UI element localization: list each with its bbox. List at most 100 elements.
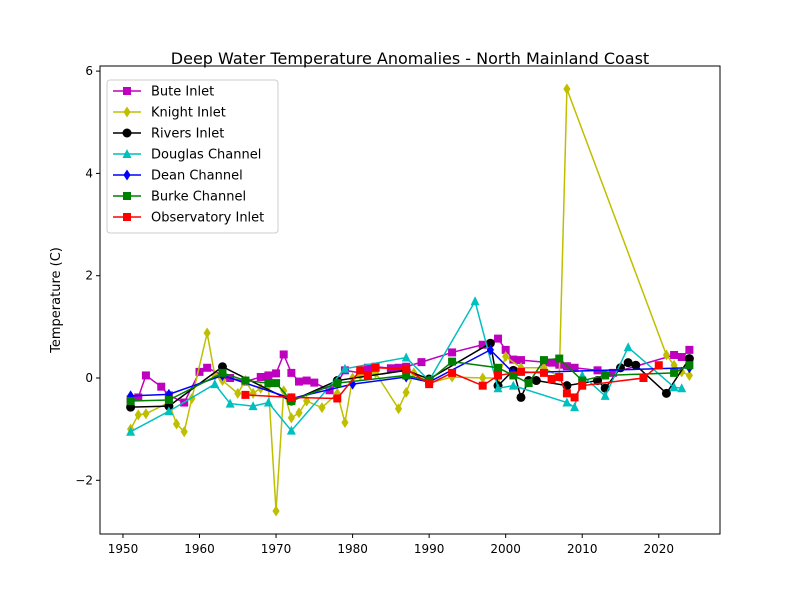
x-tick-label: 1950 <box>108 542 139 556</box>
data-point-observatory-inlet <box>287 393 296 402</box>
data-point-knight-inlet <box>563 83 571 95</box>
y-tick-label: 4 <box>85 166 93 180</box>
data-point-bute-inlet <box>685 345 694 354</box>
legend-marker <box>123 87 131 95</box>
data-point-observatory-inlet <box>516 367 525 376</box>
y-axis-ticks: −2 0 2 4 6 <box>75 64 100 487</box>
axes-frame <box>99 65 721 535</box>
data-point-knight-inlet <box>287 412 295 424</box>
data-point-knight-inlet <box>479 372 487 384</box>
data-point-burke-channel <box>126 397 135 406</box>
data-point-bute-inlet <box>264 371 273 380</box>
legend: Bute Inlet Knight Inlet Rivers Inlet Dougla… <box>106 79 279 234</box>
x-tick-label: 2000 <box>490 542 521 556</box>
data-point-douglas-channel <box>470 296 480 306</box>
series-observatory-inlet <box>241 361 663 403</box>
data-point-observatory-inlet <box>494 371 503 380</box>
data-point-burke-channel <box>402 371 411 380</box>
data-point-rivers-inlet <box>661 388 671 398</box>
data-point-burke-channel <box>333 379 342 388</box>
data-point-knight-inlet <box>203 327 211 339</box>
data-point-douglas-channel <box>210 379 220 389</box>
y-tick-label: 6 <box>85 64 93 78</box>
data-point-bute-inlet <box>302 376 311 385</box>
data-point-rivers-inlet <box>531 376 541 386</box>
x-tick-label: 1990 <box>414 542 445 556</box>
x-axis-ticks: 1950 1960 1970 1980 1990 2000 2010 2020 <box>108 534 674 556</box>
x-tick-label: 1960 <box>184 542 215 556</box>
series-line-dean-channel <box>130 348 690 400</box>
x-tick-label: 2010 <box>567 542 598 556</box>
data-point-burke-channel <box>524 379 533 388</box>
data-point-knight-inlet <box>356 369 364 381</box>
data-point-burke-channel <box>685 361 694 370</box>
data-point-bute-inlet <box>310 378 319 387</box>
legend-label: Douglas Channel <box>151 148 261 163</box>
data-point-observatory-inlet <box>363 371 372 380</box>
data-point-rivers-inlet <box>485 338 495 348</box>
data-point-knight-inlet <box>402 386 410 398</box>
data-point-knight-inlet <box>142 408 150 420</box>
legend-label: Knight Inlet <box>151 106 226 121</box>
data-point-douglas-channel <box>263 397 273 407</box>
data-point-burke-channel <box>272 379 281 388</box>
data-point-bute-inlet <box>547 358 556 367</box>
series-douglas-channel <box>126 296 687 436</box>
legend-label: Rivers Inlet <box>151 127 224 142</box>
legend-marker <box>123 192 131 200</box>
data-point-observatory-inlet <box>539 368 548 377</box>
plot-area <box>126 83 694 517</box>
legend-marker <box>122 128 132 138</box>
data-point-burke-channel <box>264 379 273 388</box>
data-point-bute-inlet <box>570 363 579 372</box>
data-point-bute-inlet <box>670 350 679 359</box>
data-point-burke-channel <box>164 395 173 404</box>
data-point-burke-channel <box>670 368 679 377</box>
data-point-bute-inlet <box>478 340 487 349</box>
data-point-douglas-channel <box>493 383 503 393</box>
data-point-burke-channel <box>448 357 457 366</box>
data-point-bute-inlet <box>279 350 288 359</box>
data-point-douglas-channel <box>677 383 687 393</box>
data-point-observatory-inlet <box>639 374 648 382</box>
data-point-bute-inlet <box>448 348 457 357</box>
data-point-observatory-inlet <box>448 368 457 377</box>
data-point-rivers-inlet <box>516 392 526 402</box>
data-point-douglas-channel <box>508 380 518 390</box>
series-burke-channel <box>126 354 694 406</box>
data-point-douglas-channel <box>669 382 679 392</box>
data-point-douglas-channel <box>164 406 174 416</box>
data-point-observatory-inlet <box>478 381 487 390</box>
data-point-burke-channel <box>218 368 227 377</box>
data-point-rivers-inlet <box>684 354 694 364</box>
data-point-bute-inlet <box>203 363 212 372</box>
data-point-knight-inlet <box>341 416 349 428</box>
data-point-observatory-inlet <box>333 394 342 403</box>
series-line-knight-inlet <box>129 88 690 512</box>
data-point-bute-inlet <box>394 363 403 372</box>
data-point-rivers-inlet <box>631 360 641 370</box>
y-tick-label: 0 <box>85 371 93 385</box>
data-point-bute-inlet <box>417 358 426 367</box>
data-point-knight-inlet <box>502 351 510 363</box>
data-point-observatory-inlet <box>547 375 556 384</box>
data-point-knight-inlet <box>678 366 686 378</box>
data-point-burke-channel <box>555 354 564 363</box>
legend-marker <box>123 169 131 181</box>
data-point-observatory-inlet <box>562 389 571 398</box>
data-point-bute-inlet <box>272 369 281 378</box>
data-point-burke-channel <box>241 376 250 385</box>
data-point-knight-inlet <box>295 407 303 419</box>
data-point-bute-inlet <box>516 356 525 365</box>
data-point-bute-inlet <box>256 372 265 381</box>
y-tick-label: 2 <box>85 269 93 283</box>
data-point-knight-inlet <box>272 505 280 517</box>
data-point-observatory-inlet <box>241 390 250 399</box>
legend-label: Observatory Inlet <box>151 211 264 226</box>
x-tick-label: 1980 <box>337 542 368 556</box>
legend-label: Bute Inlet <box>151 85 214 100</box>
data-point-douglas-channel <box>401 352 411 362</box>
data-point-bute-inlet <box>157 382 166 391</box>
data-point-bute-inlet <box>501 345 510 354</box>
